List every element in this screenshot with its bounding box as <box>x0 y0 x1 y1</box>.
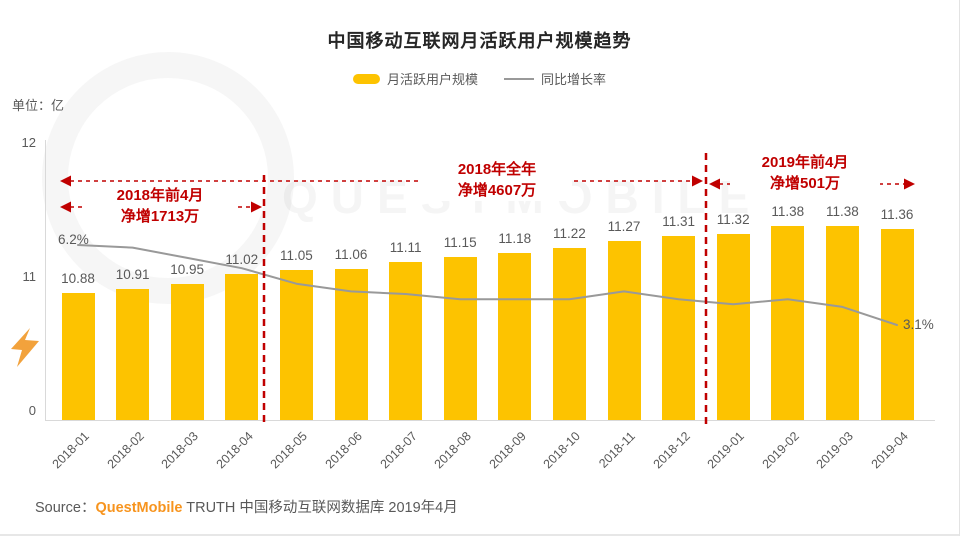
x-axis-label: 2018-04 <box>213 429 256 472</box>
x-axis-label: 2018-10 <box>540 429 584 472</box>
x-axis-label: 2018-06 <box>322 429 365 472</box>
bar-2018-01 <box>61 293 95 420</box>
y-axis-line <box>45 140 46 420</box>
bar-2018-10 <box>552 247 586 420</box>
x-axis-label: 2018-09 <box>486 429 529 472</box>
bar-2019-01 <box>716 234 750 420</box>
bar-2018-03 <box>170 283 204 420</box>
annotation-2018-first-4-months: 2018年前4月 净增1713万 <box>85 185 235 227</box>
line-series-swatch <box>504 77 534 80</box>
bar-value-label: 10.91 <box>115 267 150 283</box>
bar-series-swatch <box>352 73 380 84</box>
legend-item-bar: 月活跃用户规模 <box>352 69 478 88</box>
x-axis-label: 2018-08 <box>431 429 475 472</box>
y-tick-11: 11 <box>22 269 37 284</box>
bar-value-label: 11.27 <box>607 218 641 234</box>
bar-2018-11 <box>607 240 641 420</box>
bar-2018-06 <box>334 269 368 420</box>
legend: 月活跃用户规模 同比增长率 <box>0 69 959 88</box>
axis-unit-label: 单位：亿 <box>12 98 65 113</box>
y-tick-12: 12 <box>21 135 36 150</box>
x-axis-label: 2018-11 <box>596 429 638 471</box>
bar-2018-02 <box>116 289 150 420</box>
bar-value-label: 11.02 <box>225 252 259 268</box>
bar-value-label: 11.11 <box>389 240 422 256</box>
bar-2018-12 <box>662 235 696 420</box>
line-end-value-label: 3.1% <box>903 317 934 332</box>
x-axis-line <box>45 420 935 421</box>
bar-2019-02 <box>771 226 805 420</box>
bar-value-label: 10.88 <box>61 271 95 287</box>
legend-bar-label: 月活跃用户规模 <box>386 72 478 87</box>
bar-value-label: 11.38 <box>771 204 805 220</box>
bar-2018-07 <box>389 262 423 420</box>
bar-2018-05 <box>279 270 313 420</box>
brand-name: QuestMobile <box>95 500 183 516</box>
annotation-2018-full-year: 2018年全年 净增4607万 <box>422 159 572 201</box>
bar-2019-03 <box>825 226 859 420</box>
bar-value-label: 11.05 <box>280 248 313 264</box>
x-axis-label: 2018-01 <box>49 429 92 472</box>
y-tick-0: 0 <box>28 403 36 418</box>
bar-value-label: 11.38 <box>826 204 859 220</box>
page-title: 中国移动互联网月活跃用户规模趋势 <box>327 31 632 51</box>
x-axis-label: 2019-01 <box>704 429 748 472</box>
x-axis-label: 2018-02 <box>104 429 147 472</box>
bar-value-label: 11.22 <box>553 225 586 241</box>
bar-value-label: 11.06 <box>334 247 368 262</box>
x-axis-label: 2018-03 <box>158 429 202 472</box>
source-line: Source：QuestMobile TRUTH 中国移动互联网数据库 2019… <box>35 496 458 517</box>
x-axis-label: 2019-02 <box>759 429 802 472</box>
line-start-value-label: 6.2% <box>58 232 89 247</box>
x-axis-label: 2019-04 <box>868 429 911 472</box>
bar-value-label: 11.31 <box>662 213 695 229</box>
x-axis-label: 2019-03 <box>813 429 857 472</box>
bar-value-label: 11.15 <box>443 234 477 250</box>
bar-value-label: 11.36 <box>880 206 914 222</box>
source-prefix: Source： <box>35 500 96 516</box>
bar-2018-08 <box>443 256 477 420</box>
legend-item-line: 同比增长率 <box>504 69 606 88</box>
bottom-divider <box>0 534 959 536</box>
x-axis-label: 2018-12 <box>650 429 693 472</box>
bar-2018-04 <box>225 274 259 420</box>
bar-value-label: 11.32 <box>716 212 750 228</box>
lightning-bolt-icon <box>11 328 39 367</box>
legend-line-label: 同比增长率 <box>541 72 607 87</box>
x-axis-label: 2018-07 <box>377 429 420 472</box>
bar-value-label: 11.18 <box>498 230 532 246</box>
x-axis-label: 2018-05 <box>267 429 311 472</box>
source-rest: TRUTH 中国移动互联网数据库 2019年4月 <box>182 500 458 516</box>
bar-2018-09 <box>498 252 532 420</box>
bar-value-label: 10.95 <box>170 261 205 277</box>
annotation-2019-first-4-months: 2019年前4月 净增501万 <box>730 152 880 194</box>
